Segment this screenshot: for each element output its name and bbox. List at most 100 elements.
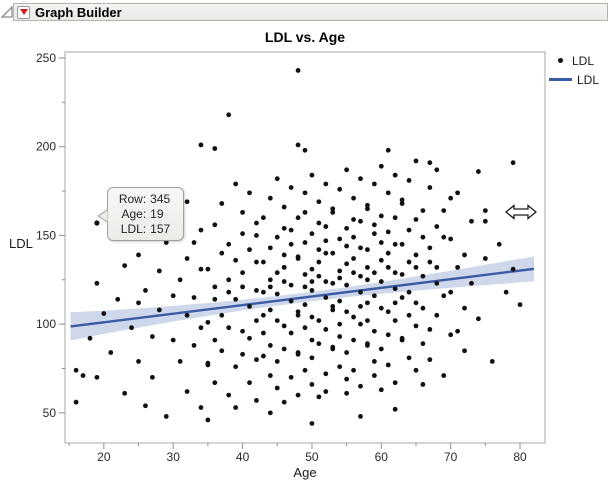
data-point[interactable] [240, 351, 245, 357]
data-point[interactable] [344, 282, 350, 288]
data-point[interactable] [344, 243, 350, 249]
data-point[interactable] [406, 178, 412, 183]
data-point[interactable] [517, 302, 523, 308]
data-point[interactable] [309, 266, 315, 272]
disclosure-triangle-icon[interactable] [1, 6, 13, 18]
data-point[interactable] [302, 240, 308, 245]
data-point[interactable] [351, 270, 356, 276]
data-point[interactable] [420, 305, 426, 311]
data-point[interactable] [378, 213, 384, 219]
data-point[interactable] [177, 277, 183, 283]
data-point[interactable] [233, 364, 239, 370]
data-point[interactable] [378, 305, 384, 311]
data-point[interactable] [427, 357, 433, 363]
data-point[interactable] [212, 380, 218, 386]
data-point[interactable] [316, 394, 322, 400]
data-point[interactable] [288, 282, 294, 288]
data-point[interactable] [469, 280, 474, 286]
data-point[interactable] [427, 245, 433, 251]
data-point[interactable] [413, 300, 419, 306]
data-point[interactable] [240, 270, 245, 276]
data-point[interactable] [385, 332, 391, 338]
data-point[interactable] [254, 357, 259, 363]
data-point[interactable] [420, 341, 426, 347]
data-point[interactable] [420, 382, 426, 387]
data-point[interactable] [448, 236, 454, 242]
x-tick-label[interactable]: 80 [513, 450, 527, 464]
data-point[interactable] [295, 309, 301, 315]
data-point[interactable] [267, 410, 273, 416]
data-point[interactable] [378, 346, 384, 352]
data-point[interactable] [170, 337, 176, 343]
data-point[interactable] [94, 280, 100, 286]
data-point[interactable] [427, 259, 433, 265]
data-point[interactable] [427, 327, 433, 332]
data-point[interactable] [358, 413, 363, 419]
data-point[interactable] [392, 215, 398, 221]
data-point[interactable] [198, 266, 204, 272]
data-point[interactable] [267, 373, 273, 378]
x-axis-label[interactable]: Age [293, 465, 317, 480]
data-point[interactable] [101, 311, 107, 316]
data-point[interactable] [288, 298, 294, 304]
data-point[interactable] [337, 236, 343, 242]
data-point[interactable] [233, 181, 239, 187]
data-point[interactable] [413, 158, 419, 164]
data-point[interactable] [392, 318, 398, 323]
data-point[interactable] [385, 147, 391, 153]
data-point[interactable] [254, 220, 259, 226]
data-point[interactable] [281, 264, 287, 270]
data-point[interactable] [170, 293, 176, 299]
data-point[interactable] [316, 247, 322, 253]
data-point[interactable] [344, 167, 350, 173]
data-point[interactable] [392, 286, 398, 292]
data-point[interactable] [365, 247, 370, 253]
data-point[interactable] [274, 358, 280, 364]
data-point[interactable] [267, 284, 273, 290]
data-point[interactable] [371, 181, 377, 187]
data-point[interactable] [323, 327, 329, 332]
data-point[interactable] [378, 279, 384, 284]
data-point[interactable] [358, 273, 363, 279]
data-point[interactable] [330, 303, 336, 309]
data-point[interactable] [219, 312, 225, 318]
data-point[interactable] [87, 335, 93, 341]
data-point[interactable] [212, 146, 218, 151]
data-point[interactable] [462, 305, 467, 311]
data-point[interactable] [247, 303, 252, 309]
data-point[interactable] [274, 270, 280, 276]
data-point[interactable] [434, 280, 440, 286]
data-point[interactable] [413, 367, 419, 373]
data-point[interactable] [149, 334, 155, 339]
data-point[interactable] [260, 312, 266, 318]
data-point[interactable] [323, 238, 329, 244]
data-point[interactable] [406, 355, 412, 361]
data-point[interactable] [337, 268, 343, 274]
data-point[interactable] [163, 413, 169, 419]
data-point[interactable] [371, 293, 377, 299]
data-point[interactable] [247, 190, 252, 196]
y-tick-label[interactable]: 250 [36, 51, 56, 65]
data-point[interactable] [219, 201, 225, 206]
data-point[interactable] [385, 229, 391, 235]
data-point[interactable] [496, 241, 502, 247]
data-point[interactable] [406, 312, 412, 318]
data-point[interactable] [510, 266, 516, 272]
data-point[interactable] [226, 277, 232, 283]
data-point[interactable] [73, 399, 79, 405]
data-point[interactable] [309, 279, 315, 284]
data-point[interactable] [385, 362, 391, 368]
data-point[interactable] [295, 215, 301, 221]
data-point[interactable] [344, 261, 350, 267]
data-point[interactable] [260, 353, 266, 359]
data-point[interactable] [344, 376, 350, 382]
data-point[interactable] [73, 367, 79, 373]
data-point[interactable] [226, 241, 232, 247]
data-point[interactable] [344, 390, 350, 396]
data-point[interactable] [448, 289, 454, 295]
data-point[interactable] [385, 309, 391, 315]
data-point[interactable] [455, 328, 461, 334]
data-point[interactable] [219, 348, 225, 354]
data-point[interactable] [254, 233, 259, 238]
data-point[interactable] [337, 275, 343, 281]
